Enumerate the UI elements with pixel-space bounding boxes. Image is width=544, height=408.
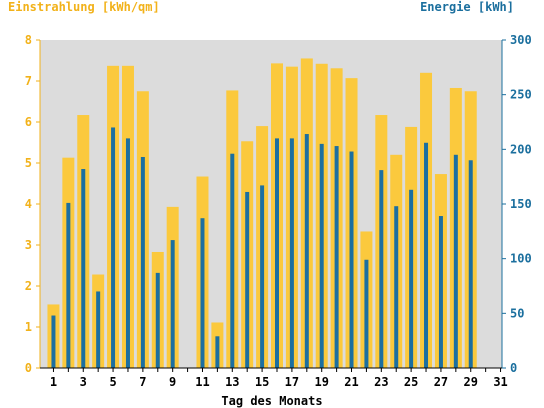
x-tick-label: 9 bbox=[169, 375, 176, 389]
energy-bar-day-3 bbox=[81, 169, 86, 368]
energy-bar-day-13 bbox=[230, 153, 235, 368]
x-tick-label: 25 bbox=[404, 375, 418, 389]
energy-bar-day-4 bbox=[96, 291, 101, 368]
energy-bar-day-22 bbox=[364, 259, 369, 368]
right-tick-label: 250 bbox=[510, 88, 532, 102]
x-tick-label: 11 bbox=[195, 375, 209, 389]
energy-bar-day-17 bbox=[289, 138, 294, 368]
x-tick-label: 29 bbox=[464, 375, 478, 389]
x-tick-label: 13 bbox=[225, 375, 239, 389]
energy-bar-day-23 bbox=[379, 170, 384, 368]
left-tick-label: 1 bbox=[25, 320, 32, 334]
energy-bar-day-5 bbox=[111, 127, 116, 368]
left-tick-label: 3 bbox=[25, 238, 32, 252]
x-tick-label: 27 bbox=[434, 375, 448, 389]
x-tick-label: 23 bbox=[374, 375, 388, 389]
energy-bar-day-25 bbox=[409, 189, 414, 368]
energy-bar-day-20 bbox=[334, 146, 339, 368]
x-tick-label: 17 bbox=[285, 375, 299, 389]
x-tick-label: 31 bbox=[493, 375, 507, 389]
energy-bar-day-19 bbox=[319, 143, 324, 368]
x-tick-label: 5 bbox=[109, 375, 116, 389]
right-axis-title: Energie [kWh] bbox=[420, 0, 514, 14]
right-tick-label: 50 bbox=[510, 306, 524, 320]
x-tick-label: 7 bbox=[139, 375, 146, 389]
x-tick-label: 21 bbox=[344, 375, 358, 389]
energy-bars bbox=[51, 127, 473, 368]
energy-bar-day-7 bbox=[140, 156, 145, 368]
energy-bar-day-21 bbox=[349, 151, 354, 368]
energy-bar-day-18 bbox=[304, 134, 309, 368]
left-tick-label: 5 bbox=[25, 156, 32, 170]
right-tick-label: 150 bbox=[510, 197, 532, 211]
irradiation-bars bbox=[47, 58, 477, 369]
x-tick-label: 15 bbox=[255, 375, 269, 389]
right-tick-label: 300 bbox=[510, 33, 532, 47]
left-axis-title: Einstrahlung [kWh/qm] bbox=[8, 0, 160, 14]
energy-bar-day-16 bbox=[275, 138, 279, 368]
left-tick-label: 2 bbox=[25, 279, 32, 293]
right-tick-label: 0 bbox=[510, 361, 517, 375]
energy-bar-day-27 bbox=[438, 216, 443, 368]
energy-bar-day-15 bbox=[260, 185, 265, 368]
energy-bar-day-6 bbox=[125, 138, 130, 368]
energy-bar-day-24 bbox=[394, 206, 399, 368]
energy-bar-day-11 bbox=[200, 218, 205, 368]
x-tick-label: 19 bbox=[314, 375, 328, 389]
energy-bar-day-9 bbox=[170, 240, 175, 368]
left-tick-label: 7 bbox=[25, 74, 32, 88]
left-tick-label: 0 bbox=[25, 361, 32, 375]
energy-bar-day-1 bbox=[51, 315, 56, 368]
energy-bar-day-28 bbox=[453, 154, 458, 368]
x-axis-title: Tag des Monats bbox=[221, 394, 323, 408]
left-tick-label: 4 bbox=[25, 197, 32, 211]
energy-bar-day-8 bbox=[155, 272, 160, 368]
energy-bar-day-26 bbox=[424, 142, 429, 368]
energy-bar-day-14 bbox=[245, 191, 250, 368]
energy-bar-day-29 bbox=[468, 160, 473, 368]
x-tick-label: 1 bbox=[50, 375, 57, 389]
energy-bar-day-12 bbox=[215, 336, 220, 368]
x-tick-label: 3 bbox=[80, 375, 87, 389]
left-tick-label: 8 bbox=[25, 33, 32, 47]
right-tick-label: 100 bbox=[510, 252, 532, 266]
right-tick-label: 200 bbox=[510, 142, 532, 156]
energy-bar-day-2 bbox=[66, 202, 71, 368]
left-tick-label: 6 bbox=[25, 115, 32, 129]
